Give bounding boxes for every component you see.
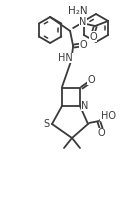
Text: O: O bbox=[97, 128, 105, 138]
Text: N: N bbox=[81, 101, 89, 111]
Text: N: N bbox=[79, 17, 87, 27]
Text: O: O bbox=[89, 31, 97, 42]
Text: O: O bbox=[87, 75, 95, 85]
Text: S: S bbox=[43, 119, 49, 129]
Text: H₂N: H₂N bbox=[68, 6, 88, 16]
Text: O: O bbox=[79, 40, 87, 50]
Text: HN: HN bbox=[58, 53, 72, 63]
Text: HO: HO bbox=[100, 111, 116, 121]
